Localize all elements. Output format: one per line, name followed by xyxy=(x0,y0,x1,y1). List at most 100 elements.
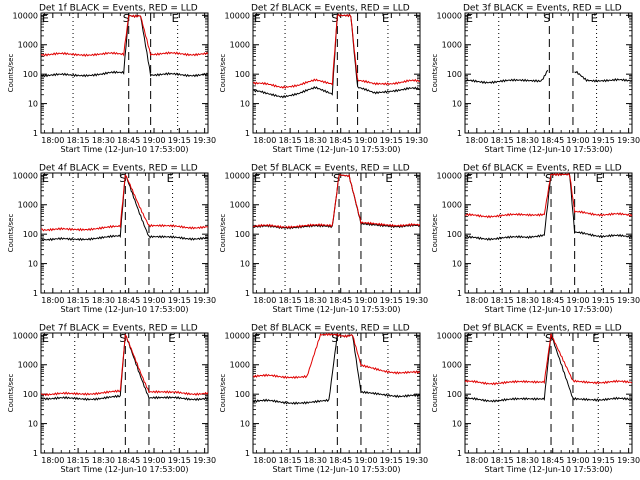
events-series-line xyxy=(41,14,208,78)
interval-letter: E xyxy=(591,12,598,25)
y-tick-label: 1000 xyxy=(18,201,38,210)
y-tick-label: 1000 xyxy=(230,201,250,210)
y-tick-label: 10000 xyxy=(13,11,38,20)
x-tick-label: 19:30 xyxy=(617,136,640,145)
lld-series-line xyxy=(253,333,420,380)
y-tick-label: 10 xyxy=(240,260,250,269)
interval-letter: E xyxy=(385,172,392,185)
plot-frame xyxy=(252,12,421,134)
y-tick-label: 100 xyxy=(447,390,462,399)
y-axis-label: Counts/sec xyxy=(7,214,15,253)
y-tick-label: 100 xyxy=(23,70,38,79)
interval-letter: E xyxy=(42,332,49,345)
y-tick-label: 100 xyxy=(23,390,38,399)
y-tick-label: 1 xyxy=(457,129,462,138)
x-tick-label: 18:15 xyxy=(279,456,302,465)
x-tick-label: 18:45 xyxy=(329,296,352,305)
x-tick-label: 18:00 xyxy=(253,296,276,305)
y-tick-label: 10000 xyxy=(13,171,38,180)
interval-letter: S xyxy=(543,12,550,25)
y-tick-label: 1 xyxy=(457,449,462,458)
detector-panel: Det 5f BLACK = Events, RED = LLD 1 10 100 10… xyxy=(219,164,428,315)
y-tick-label: 10 xyxy=(28,420,38,429)
y-tick-label: 1000 xyxy=(442,201,462,210)
panel-title: Det 1f BLACK = Events, RED = LLD xyxy=(39,4,198,14)
y-tick-label: 10000 xyxy=(225,171,250,180)
y-axis-label: Counts/sec xyxy=(219,214,227,253)
x-tick-label: 18:00 xyxy=(253,456,276,465)
panel-title: Det 3f BLACK = Events, RED = LLD xyxy=(463,4,622,14)
y-tick-label: 10000 xyxy=(437,331,462,340)
y-axis-label: Counts/sec xyxy=(431,214,439,253)
x-tick-label: 19:30 xyxy=(405,296,428,305)
y-tick-label: 10 xyxy=(240,100,250,109)
y-tick-label: 10 xyxy=(452,260,462,269)
panel-title: Det 8f BLACK = Events, RED = LLD xyxy=(251,324,410,334)
y-tick-label: 1000 xyxy=(18,41,38,50)
y-tick-label: 1000 xyxy=(230,361,250,370)
lld-series-line xyxy=(465,333,632,386)
events-series-line xyxy=(253,333,420,405)
y-tick-label: 10000 xyxy=(437,11,462,20)
y-tick-label: 10000 xyxy=(13,331,38,340)
x-axis-label: Start Time (12-Jun-10 17:53:00) xyxy=(61,145,189,154)
x-tick-label: 19:30 xyxy=(405,456,428,465)
lld-series-line xyxy=(253,13,420,89)
interval-letter: S xyxy=(331,12,338,25)
plot-frame xyxy=(464,332,633,454)
plot-frame xyxy=(252,172,421,294)
detector-panel: Det 8f BLACK = Events, RED = LLD 1 10 100 10… xyxy=(219,324,428,475)
y-tick-label: 10000 xyxy=(437,171,462,180)
x-tick-label: 18:30 xyxy=(516,456,539,465)
x-axis-label: Start Time (12-Jun-10 17:53:00) xyxy=(273,305,401,314)
x-tick-label: 19:30 xyxy=(405,136,428,145)
events-series-line xyxy=(465,173,632,241)
x-tick-label: 18:30 xyxy=(92,456,115,465)
panel-title: Det 2f BLACK = Events, RED = LLD xyxy=(251,4,410,14)
x-tick-label: 19:15 xyxy=(592,456,615,465)
y-tick-label: 1000 xyxy=(18,361,38,370)
panel-title: Det 5f BLACK = Events, RED = LLD xyxy=(251,164,410,174)
x-tick-label: 18:45 xyxy=(329,136,352,145)
x-tick-label: 18:00 xyxy=(465,296,488,305)
detector-panel: Det 2f BLACK = Events, RED = LLD 1 10 100 10… xyxy=(219,4,428,155)
x-axis-label: Start Time (12-Jun-10 17:53:00) xyxy=(485,465,613,474)
interval-letter: E xyxy=(466,172,473,185)
x-tick-label: 19:15 xyxy=(380,136,403,145)
y-tick-label: 100 xyxy=(235,390,250,399)
y-axis-label: Counts/sec xyxy=(431,374,439,413)
x-tick-label: 18:45 xyxy=(541,456,564,465)
x-tick-label: 18:00 xyxy=(253,136,276,145)
y-axis-label: Counts/sec xyxy=(219,374,227,413)
y-tick-label: 1 xyxy=(33,129,38,138)
x-axis-label: Start Time (12-Jun-10 17:53:00) xyxy=(273,465,401,474)
x-tick-label: 19:30 xyxy=(617,456,640,465)
x-tick-label: 18:30 xyxy=(516,296,539,305)
interval-letter: E xyxy=(254,12,261,25)
interval-letter: E xyxy=(382,12,389,25)
x-tick-label: 19:15 xyxy=(380,296,403,305)
panel-title: Det 9f BLACK = Events, RED = LLD xyxy=(463,324,622,334)
y-tick-label: 1 xyxy=(33,289,38,298)
x-tick-label: 18:00 xyxy=(41,296,64,305)
x-tick-label: 19:00 xyxy=(354,136,377,145)
x-tick-label: 19:30 xyxy=(193,136,216,145)
interval-letter: S xyxy=(331,332,338,345)
x-tick-label: 18:15 xyxy=(67,456,90,465)
x-tick-label: 18:45 xyxy=(329,456,352,465)
x-tick-label: 19:15 xyxy=(168,296,191,305)
detector-panel: Det 4f BLACK = Events, RED = LLD 1 10 100 10… xyxy=(7,164,216,315)
x-tick-label: 19:00 xyxy=(566,136,589,145)
y-axis-label: Counts/sec xyxy=(7,54,15,93)
detector-panel: Det 6f BLACK = Events, RED = LLD 1 10 100 10… xyxy=(431,164,640,315)
y-tick-label: 10000 xyxy=(225,331,250,340)
y-tick-label: 100 xyxy=(235,230,250,239)
x-axis-label: Start Time (12-Jun-10 17:53:00) xyxy=(61,305,189,314)
x-axis-label: Start Time (12-Jun-10 17:53:00) xyxy=(273,145,401,154)
x-tick-label: 19:15 xyxy=(380,456,403,465)
detector-panel: Det 1f BLACK = Events, RED = LLD 1 10 100 10… xyxy=(7,4,216,155)
x-tick-label: 18:45 xyxy=(117,136,140,145)
lld-series-line xyxy=(41,333,208,397)
detector-panel: Det 3f BLACK = Events, RED = LLD 1 10 100 10… xyxy=(431,4,640,155)
x-tick-label: 18:15 xyxy=(491,296,514,305)
